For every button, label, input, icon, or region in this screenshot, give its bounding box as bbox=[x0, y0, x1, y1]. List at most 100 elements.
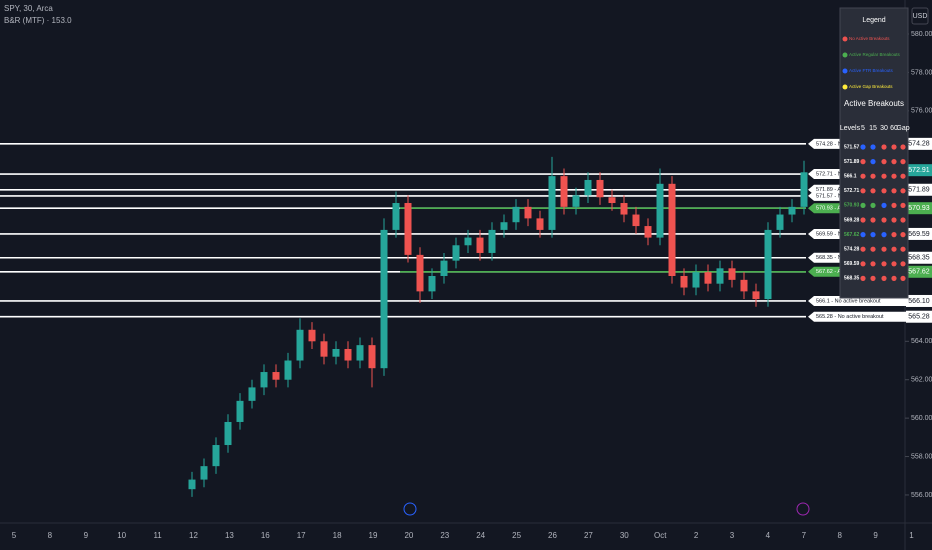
table-level: 566.1 bbox=[844, 174, 857, 180]
status-dot bbox=[881, 144, 887, 150]
x-tick-label: 8 bbox=[837, 531, 842, 540]
candle-body bbox=[740, 279, 748, 292]
candle-body bbox=[644, 226, 652, 238]
status-dot bbox=[891, 144, 897, 150]
status-dot bbox=[860, 217, 866, 223]
status-dot bbox=[900, 217, 906, 223]
status-dot bbox=[900, 246, 906, 252]
price-badge-label: 570.93 bbox=[908, 205, 930, 212]
chart-title: SPY, 30, Arca bbox=[4, 4, 53, 13]
status-dot bbox=[870, 159, 876, 165]
status-dot bbox=[891, 232, 897, 238]
status-dot bbox=[860, 173, 866, 179]
status-dot bbox=[891, 261, 897, 267]
y-tick-label: 558.00 bbox=[911, 453, 932, 460]
status-dot bbox=[900, 275, 906, 281]
status-dot bbox=[891, 217, 897, 223]
status-dot bbox=[860, 232, 866, 238]
table-level: 571.57 bbox=[844, 144, 860, 150]
candle-body bbox=[668, 183, 676, 277]
candle-body bbox=[332, 348, 340, 357]
x-tick-label: 1 bbox=[909, 531, 914, 540]
status-dot bbox=[881, 188, 887, 194]
currency-button[interactable] bbox=[911, 7, 929, 25]
candle-body bbox=[320, 341, 328, 357]
status-dot bbox=[860, 261, 866, 267]
status-dot bbox=[870, 232, 876, 238]
status-dot bbox=[860, 246, 866, 252]
x-tick-label: 12 bbox=[189, 531, 198, 540]
table-header: 60 bbox=[890, 125, 898, 132]
legend-dot bbox=[842, 84, 848, 90]
table-level: 568.35 bbox=[844, 276, 860, 282]
level-tag-text: 571.89 - Acti bbox=[816, 187, 847, 193]
candle-body bbox=[296, 329, 304, 361]
x-tick-label: 16 bbox=[261, 531, 270, 540]
candle-body bbox=[368, 345, 376, 369]
status-dot bbox=[891, 275, 897, 281]
table-level: 572.71 bbox=[844, 188, 860, 194]
x-tick-label: Oct bbox=[654, 531, 667, 540]
x-tick-label: 13 bbox=[225, 531, 234, 540]
status-dot bbox=[881, 232, 887, 238]
price-badge-label: 574.28 bbox=[908, 141, 930, 148]
level-tag-text: 571.57 - No bbox=[816, 193, 845, 199]
status-dot bbox=[870, 217, 876, 223]
candle-body bbox=[476, 237, 484, 253]
level-tag-text: 572.71 - No bbox=[816, 171, 845, 177]
candle-body bbox=[788, 206, 796, 215]
x-tick-label: 10 bbox=[117, 531, 126, 540]
status-dot bbox=[881, 261, 887, 267]
status-dot bbox=[860, 159, 866, 165]
x-tick-label: 25 bbox=[512, 531, 521, 540]
price-badge-label: 566.10 bbox=[908, 298, 930, 305]
event-marker[interactable] bbox=[403, 502, 417, 516]
status-dot bbox=[891, 159, 897, 165]
candle-body bbox=[404, 203, 412, 255]
price-badge-label: 572.91 bbox=[908, 167, 930, 174]
price-badge-label: 569.59 bbox=[908, 231, 930, 238]
table-header: 15 bbox=[869, 125, 877, 132]
level-tag-text: 566.1 - No active breakout bbox=[816, 298, 881, 304]
x-tick-label: 11 bbox=[153, 531, 162, 540]
candle-body bbox=[356, 345, 364, 361]
event-marker[interactable] bbox=[796, 502, 810, 516]
y-tick-label: 578.00 bbox=[911, 69, 932, 76]
status-dot bbox=[870, 246, 876, 252]
x-tick-label: 7 bbox=[802, 531, 807, 540]
candle-body bbox=[428, 276, 436, 292]
candle-body bbox=[284, 360, 292, 380]
status-dot bbox=[881, 159, 887, 165]
candle-body bbox=[680, 276, 688, 288]
legend-dot bbox=[842, 36, 848, 42]
price-badge bbox=[906, 310, 932, 323]
y-tick-label: 564.00 bbox=[911, 338, 932, 345]
candle-body bbox=[464, 237, 472, 246]
candle-body bbox=[596, 179, 604, 198]
candle-body bbox=[500, 222, 508, 230]
x-tick-label: 8 bbox=[48, 531, 53, 540]
price-badge bbox=[906, 294, 932, 307]
status-dot bbox=[860, 144, 866, 150]
status-dot bbox=[870, 202, 876, 208]
candle-body bbox=[512, 206, 520, 223]
x-tick-label: 9 bbox=[84, 531, 89, 540]
status-dot bbox=[900, 159, 906, 165]
status-dot bbox=[891, 173, 897, 179]
status-dot bbox=[860, 275, 866, 281]
indicator-label: B&R (MTF) · 153.0 bbox=[4, 16, 72, 25]
candle-body bbox=[584, 179, 592, 196]
x-tick-label: 27 bbox=[584, 531, 593, 540]
status-dot bbox=[900, 261, 906, 267]
status-dot bbox=[900, 173, 906, 179]
x-tick-label: 18 bbox=[333, 531, 342, 540]
status-dot bbox=[860, 188, 866, 194]
price-badge bbox=[906, 251, 932, 264]
status-dot bbox=[881, 173, 887, 179]
price-badge-label: 567.62 bbox=[908, 269, 930, 276]
level-tag bbox=[808, 311, 914, 322]
legend-title: Legend bbox=[862, 17, 885, 24]
price-badge bbox=[906, 183, 932, 196]
